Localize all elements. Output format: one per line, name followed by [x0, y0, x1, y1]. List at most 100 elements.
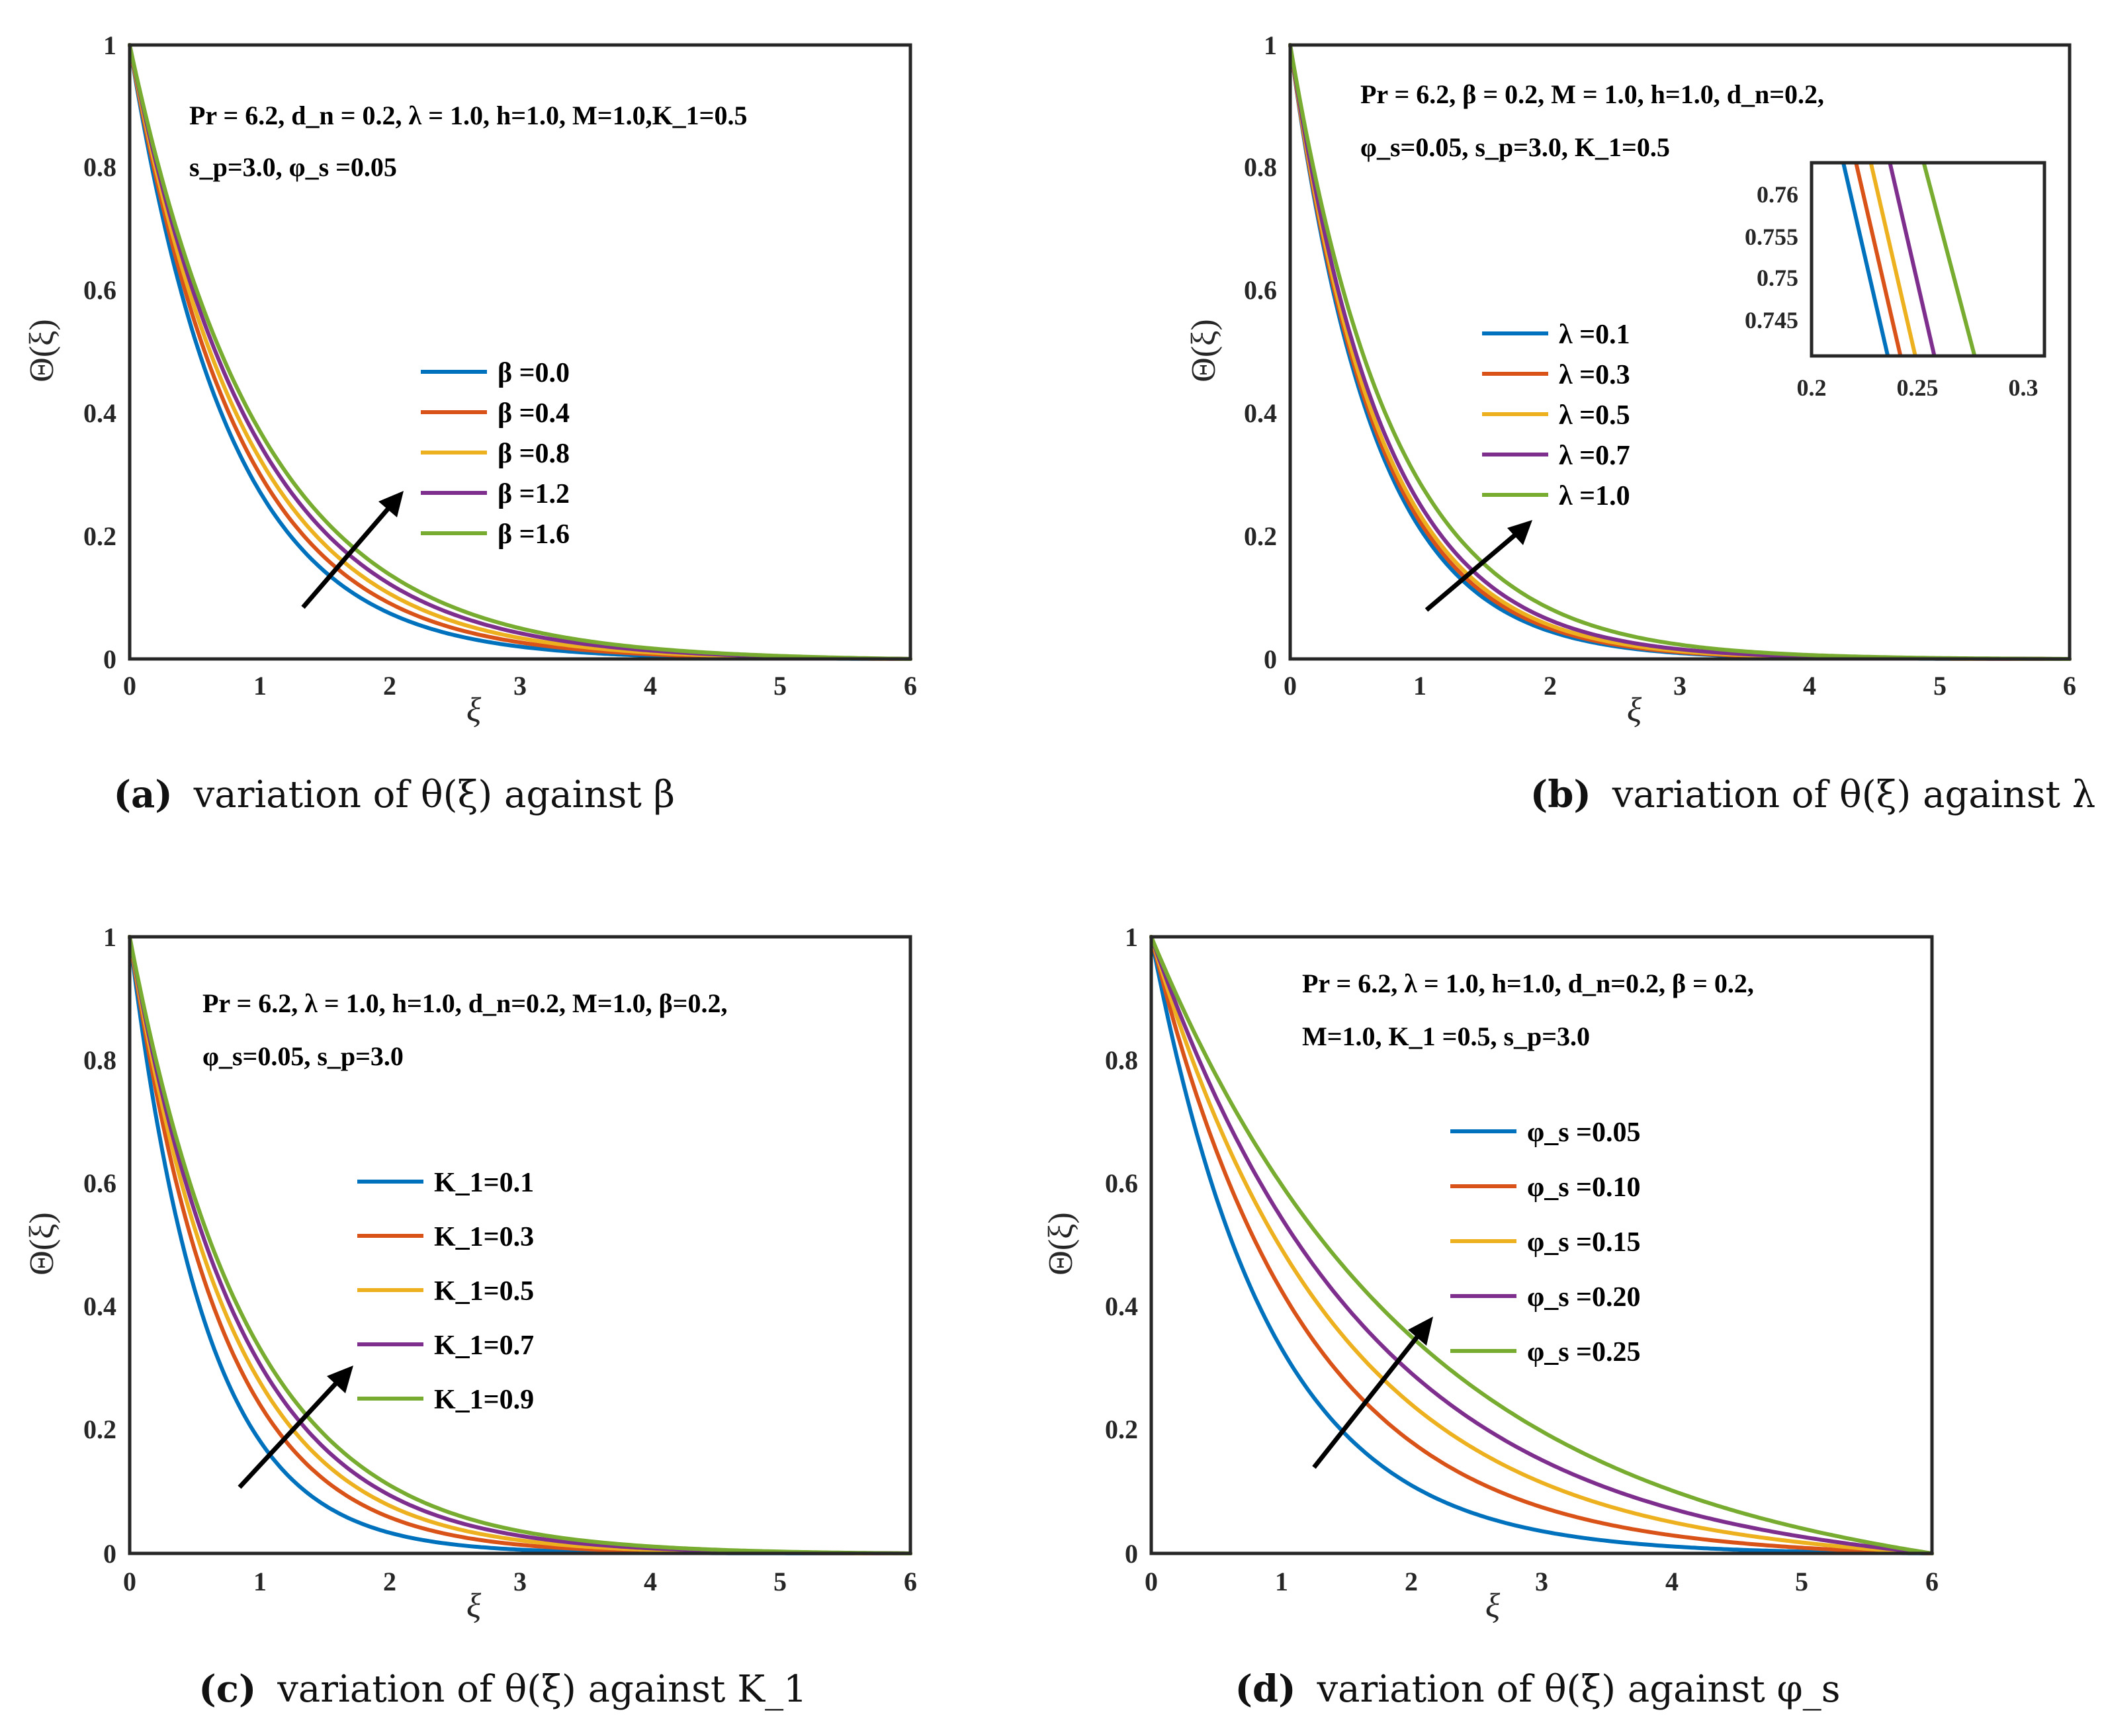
panel-b-axes-frame [1288, 43, 2072, 661]
inset-y-tick-label: 0.75 [1757, 265, 1798, 291]
legend-label: K_1=0.5 [434, 1276, 534, 1307]
series-line [128, 43, 912, 661]
series-line [128, 935, 912, 1555]
panel-c: 1 0.8 0.6 0.4 0.2 0 0 1 2 3 4 5 6 ξ Θ(ξ)… [23, 922, 917, 1711]
legend-label: λ =0.7 [1559, 441, 1630, 471]
legend-label: β =0.0 [498, 358, 570, 388]
panel-c-arrow [238, 1366, 353, 1489]
panel-c-params-line1: Pr = 6.2, λ = 1.0, h=1.0, d_n=0.2, M=1.0… [202, 988, 727, 1018]
panel-d-yticks: 1 0.8 0.6 0.4 0.2 0 [1105, 922, 1138, 1569]
x-tick-label: 6 [2063, 671, 2076, 701]
y-tick-label: 1 [103, 30, 116, 60]
inset-series-line [1868, 162, 1917, 357]
x-tick-label: 0 [123, 671, 136, 701]
series-line [128, 43, 912, 661]
y-tick-label: 0.4 [1105, 1291, 1138, 1321]
panel-a-xticks: 0 1 2 3 4 5 6 [123, 671, 917, 701]
series-line [1149, 935, 1934, 1555]
panel-c-xlabel: ξ [466, 1587, 482, 1625]
series-line [1149, 935, 1934, 1555]
x-tick-label: 4 [644, 1567, 657, 1596]
panel-b-xticks: 0 1 2 3 4 5 6 [1284, 671, 2076, 701]
inset-series-line [1854, 162, 1903, 357]
y-tick-label: 0.2 [83, 521, 116, 551]
y-tick-label: 0 [103, 1539, 116, 1569]
inset-lines [1841, 162, 1977, 357]
panel-a-yticks: 1 0.8 0.6 0.4 0.2 0 [83, 30, 116, 674]
y-tick-label: 0.4 [83, 1291, 116, 1321]
panel-c-xticks: 0 1 2 3 4 5 6 [123, 1567, 917, 1596]
panel-b-params-line2: φ_s=0.05, s_p=3.0, K_1=0.5 [1360, 132, 1670, 162]
y-tick-label: 0.8 [1105, 1045, 1138, 1075]
legend-label: β =0.8 [498, 439, 570, 469]
x-tick-label: 3 [513, 1567, 527, 1596]
caption-label: (a) [114, 773, 173, 816]
x-tick-label: 5 [1795, 1567, 1808, 1596]
panel-d: 1 0.8 0.6 0.4 0.2 0 0 1 2 3 4 5 6 ξ Θ(ξ)… [1042, 922, 1939, 1711]
panel-d-caption: (d) variation of θ(ξ) against φ_s [1235, 1667, 1841, 1711]
x-tick-label: 4 [1665, 1567, 1679, 1596]
legend-label: K_1=0.3 [434, 1222, 534, 1252]
panel-a-arrow [301, 491, 404, 609]
y-tick-label: 0.2 [1105, 1414, 1138, 1444]
panel-a-curves [128, 43, 912, 661]
inset-series-line [1921, 162, 1977, 357]
panel-d-ylabel: Θ(ξ) [1042, 1212, 1080, 1275]
series-line [1149, 935, 1934, 1555]
legend-label: λ =0.5 [1559, 400, 1630, 431]
y-tick-label: 0.6 [1105, 1168, 1138, 1198]
legend-label: φ_s =0.10 [1527, 1172, 1641, 1203]
caption-label: (b) [1530, 773, 1591, 816]
panel-b-params-line1: Pr = 6.2, β = 0.2, M = 1.0, h=1.0, d_n=0… [1360, 79, 1824, 109]
y-tick-label: 0.8 [1244, 152, 1277, 182]
inset-series-line [1841, 162, 1890, 357]
panel-b: 1 0.8 0.6 0.4 0.2 0 0 1 2 3 4 5 6 ξ Θ(ξ)… [1185, 30, 2095, 816]
caption-text: variation of θ(ξ) against φ_s [1316, 1668, 1840, 1711]
panel-b-ylabel: Θ(ξ) [1185, 319, 1223, 382]
x-tick-label: 0 [1145, 1567, 1158, 1596]
panel-a-axes-frame [128, 43, 912, 661]
y-tick-label: 1 [1125, 922, 1138, 952]
panel-d-legend: φ_s =0.05 φ_s =0.10 φ_s =0.15 φ_s =0.20 φ_s … [1450, 1117, 1641, 1367]
x-tick-label: 3 [1673, 671, 1687, 701]
panel-a-legend: β =0.0 β =0.4 β =0.8 β =1.2 β =1.6 [421, 358, 570, 550]
x-tick-label: 3 [513, 671, 527, 701]
inset-x-tick-label: 0.2 [1797, 374, 1827, 401]
panel-c-yticks: 1 0.8 0.6 0.4 0.2 0 [83, 922, 116, 1569]
y-tick-label: 0.6 [83, 1168, 116, 1198]
y-tick-label: 0.4 [1244, 398, 1277, 428]
series-line [128, 43, 912, 661]
panel-d-xlabel: ξ [1485, 1587, 1501, 1625]
legend-label: K_1=0.7 [434, 1330, 534, 1361]
caption-label: (c) [198, 1667, 256, 1711]
x-tick-label: 1 [253, 1567, 267, 1596]
panel-d-xticks: 0 1 2 3 4 5 6 [1145, 1567, 1939, 1596]
x-tick-label: 4 [644, 671, 657, 701]
panel-a: 1 0.8 0.6 0.4 0.2 0 0 1 2 3 4 5 6 ξ Θ(ξ)… [23, 30, 917, 816]
panel-b-yticks: 1 0.8 0.6 0.4 0.2 0 [1244, 30, 1277, 674]
panel-d-params-line2: M=1.0, K_1 =0.5, s_p=3.0 [1302, 1021, 1590, 1051]
caption-text: variation of θ(ξ) against K_1 [277, 1668, 807, 1711]
inset-series-line [1888, 162, 1937, 357]
y-tick-label: 0.8 [83, 1045, 116, 1075]
panel-b-inset: 0.76 0.755 0.75 0.745 0.2 0.25 0.3 [1745, 161, 2046, 401]
panel-d-curves [1149, 935, 1934, 1555]
panel-c-axes-frame [128, 935, 912, 1555]
inset-y-tick-label: 0.755 [1745, 224, 1798, 250]
panel-a-caption: (a) variation of θ(ξ) against β [114, 773, 676, 816]
y-tick-label: 0.8 [83, 152, 116, 182]
legend-label: φ_s =0.20 [1527, 1282, 1641, 1313]
legend-label: K_1=0.9 [434, 1385, 534, 1415]
caption-label: (d) [1235, 1667, 1296, 1711]
legend-label: φ_s =0.05 [1527, 1117, 1641, 1148]
inset-x-tick-label: 0.25 [1897, 374, 1939, 401]
legend-label: K_1=0.1 [434, 1168, 534, 1198]
series-line [128, 43, 912, 661]
y-tick-label: 0.6 [83, 275, 116, 305]
x-tick-label: 5 [773, 1567, 787, 1596]
panel-d-params-line1: Pr = 6.2, λ = 1.0, h=1.0, d_n=0.2, β = 0… [1302, 969, 1754, 998]
legend-label: λ =0.1 [1559, 320, 1630, 350]
x-tick-label: 2 [383, 671, 396, 701]
x-tick-label: 0 [1284, 671, 1297, 701]
